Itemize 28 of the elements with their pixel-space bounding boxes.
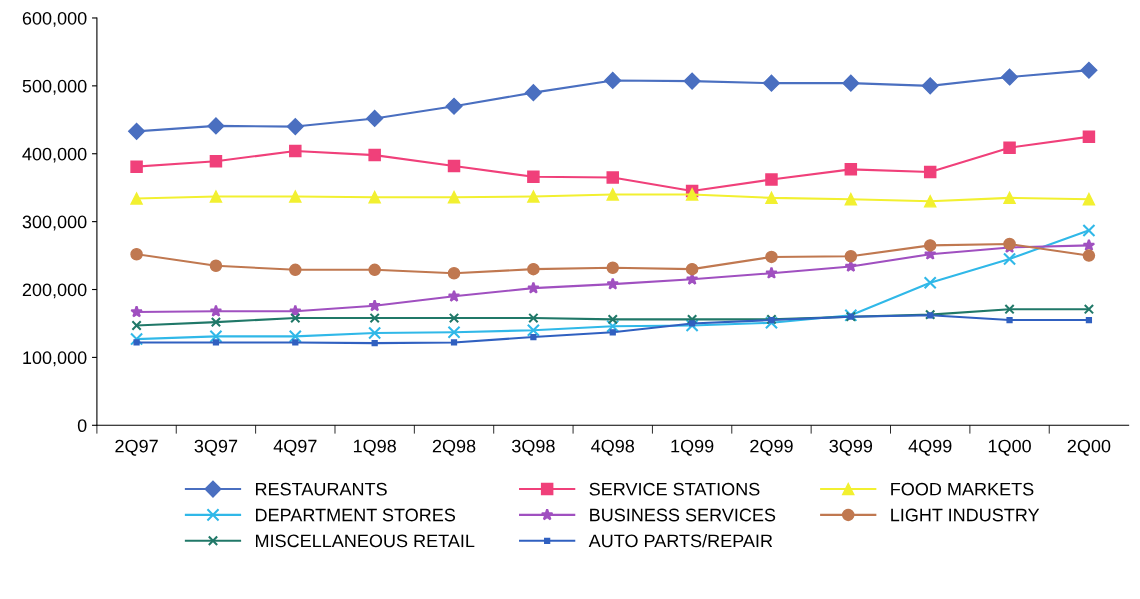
y-tick-label: 600,000 [22, 11, 87, 27]
legend-label: FOOD MARKETS [891, 482, 1034, 496]
y-tick-label: 0 [77, 419, 87, 433]
x-tick-label: 1Q00 [988, 439, 1031, 456]
legend-label: SERVICE STATIONS [589, 482, 760, 496]
legend-label: BUSINESS SERVICES [590, 508, 776, 522]
x-tick-label: 2Q00 [1067, 439, 1111, 456]
y-tick-label: 500,000 [22, 79, 87, 95]
y-tick-label: 200,000 [22, 283, 87, 299]
x-tick-label: 2Q97 [115, 439, 158, 456]
x-tick-label: 4Q97 [273, 439, 317, 456]
x-tick-label: 3Q97 [194, 439, 238, 456]
legend-label: AUTO PARTS/REPAIR [588, 533, 773, 548]
x-tick-label: 2Q99 [750, 439, 793, 456]
legend-label: RESTAURANTS [256, 482, 387, 496]
legend-label: DEPARTMENT STORES [256, 508, 456, 522]
x-tick-label: 3Q99 [829, 439, 873, 456]
x-tick-label: 1Q99 [671, 439, 714, 456]
x-tick-label: 4Q98 [591, 439, 635, 456]
y-tick-label: 400,000 [22, 147, 87, 163]
x-tick-label: 2Q98 [432, 439, 476, 456]
legend-label: LIGHT INDUSTRY [891, 508, 1040, 522]
y-tick-label: 300,000 [22, 215, 87, 231]
y-tick-label: 100,000 [23, 351, 87, 367]
x-tick-label: 1Q98 [353, 439, 396, 456]
x-tick-label: 3Q98 [511, 439, 555, 456]
legend-label: MISCELLANEOUS RETAIL [256, 534, 475, 548]
x-tick-label: 4Q99 [908, 439, 952, 456]
